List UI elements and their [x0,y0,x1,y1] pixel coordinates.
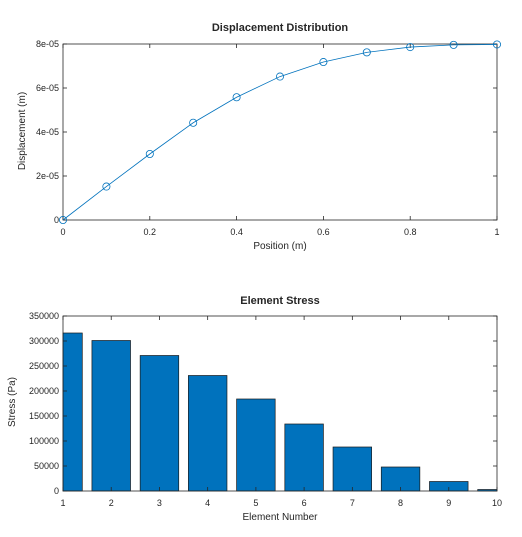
stress-x-tick-label: 9 [446,498,451,508]
displacement-axes: 0 0.2 0.4 0.6 0.8 1 0 2e-05 4e-05 6e-05 8e-05 [36,39,500,237]
displacement-x-tick-label: 0.2 [144,227,157,237]
stress-y-tick-label: 200000 [29,386,59,396]
displacement-point [275,72,284,81]
displacement-x-tick-label: 0.6 [317,227,330,237]
displacement-y-tick-label: 8e-05 [36,39,59,49]
stress-y-tick-label: 150000 [29,411,59,421]
displacement-x-axis-label: Position (m) [253,241,306,252]
displacement-point [492,40,501,49]
displacement-point [319,58,328,67]
stress-bar [91,340,131,492]
stress-x-tick-label: 1 [60,498,65,508]
stress-bar [188,375,228,492]
stress-y-tick-label: 350000 [29,311,59,321]
displacement-y-tick-label: 4e-05 [36,127,59,137]
displacement-point [145,149,154,158]
displacement-chart: Displacement Distribution Position (m) D… [17,22,501,252]
displacement-point [59,215,68,224]
displacement-series [59,40,501,224]
stress-y-tick-label: 100000 [29,436,59,446]
stress-bar [284,423,324,492]
stress-y-tick-label: 50000 [34,461,59,471]
displacement-line [62,44,498,221]
stress-x-tick-label: 8 [398,498,403,508]
stress-bar [236,398,276,492]
displacement-x-tick-label: 0.8 [404,227,417,237]
stress-bars [62,332,498,492]
stress-x-tick-label: 5 [253,498,258,508]
stress-x-tick-label: 7 [350,498,355,508]
displacement-x-tick-label: 0 [60,227,65,237]
displacement-x-tick-label: 1 [494,227,499,237]
displacement-point [102,182,111,191]
stress-y-tick-label: 300000 [29,336,59,346]
stress-bar [332,446,372,492]
stress-x-tick-label: 2 [109,498,114,508]
stress-chart: Element Stress Element Number Stress (Pa… [7,295,502,523]
stress-x-tick-label: 3 [157,498,162,508]
stress-x-tick-label: 10 [492,498,502,508]
stress-x-axis-label: Element Number [242,512,318,523]
displacement-axes-box [62,43,498,221]
stress-bar [139,355,180,492]
stress-x-tick-label: 4 [205,498,210,508]
displacement-y-tick-label: 6e-05 [36,83,59,93]
displacement-chart-title: Displacement Distribution [212,22,349,34]
stress-axes: 1 2 3 4 5 6 7 8 9 10 0 50000 100000 150000 200000 25000… [29,311,502,508]
stress-axes-box [62,315,498,492]
stress-y-tick-label: 0 [54,486,59,496]
displacement-point [406,43,415,52]
displacement-point [449,40,458,49]
displacement-point [189,118,198,127]
stress-y-tick-label: 250000 [29,361,59,371]
displacement-y-tick-label: 0 [54,215,59,225]
displacement-point [362,48,371,57]
stress-bar [62,332,83,492]
stress-chart-title: Element Stress [240,295,319,307]
stress-y-axis-label: Stress (Pa) [7,377,18,427]
displacement-point [232,93,241,102]
stress-x-tick-label: 6 [302,498,307,508]
displacement-x-tick-label: 0.4 [230,227,243,237]
displacement-y-tick-label: 2e-05 [36,171,59,181]
displacement-y-axis-label: Displacement (m) [17,92,28,170]
